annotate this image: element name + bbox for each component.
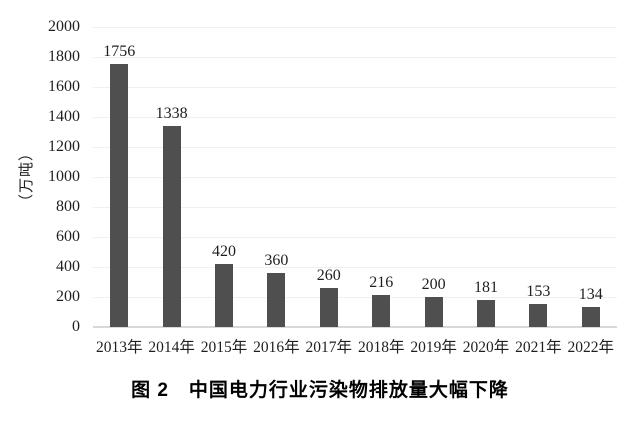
data-label: 200 — [421, 276, 446, 293]
bar-2013年 — [110, 63, 129, 327]
y-tick-label: 200 — [56, 288, 80, 305]
bar-2014年 — [162, 126, 181, 327]
x-tick-label: 2018年 — [357, 339, 405, 356]
y-tick-label: 400 — [56, 258, 80, 275]
bar-2021年 — [529, 304, 548, 327]
data-label: 260 — [316, 267, 341, 284]
gridline — [93, 207, 617, 208]
bar-2022年 — [581, 306, 600, 327]
x-tick-label: 2021年 — [515, 339, 562, 356]
y-tick-label: 600 — [56, 228, 80, 245]
bar-2016年 — [267, 273, 286, 327]
y-tick-label: 1200 — [48, 138, 80, 155]
y-tick-label: 1000 — [48, 168, 80, 185]
y-tick-label: 2000 — [48, 18, 80, 35]
bar-2018年 — [372, 294, 391, 327]
gridline — [93, 117, 617, 118]
data-label: 420 — [212, 243, 236, 260]
x-tick-label: 2013年 — [95, 339, 143, 356]
gridline — [93, 147, 617, 148]
gridline — [93, 177, 617, 178]
x-tick-label: 2022年 — [567, 339, 615, 356]
gridline — [93, 267, 617, 268]
bar-2020年 — [477, 299, 495, 327]
x-tick-label: 2014年 — [148, 339, 195, 356]
gridline — [93, 57, 617, 58]
data-label: 1756 — [103, 42, 136, 60]
bar-2019年 — [424, 297, 443, 327]
x-tick-label: 2020年 — [462, 339, 510, 356]
x-tick-label: 2016年 — [253, 339, 300, 356]
data-label: 181 — [474, 278, 498, 296]
y-tick-label: 1400 — [48, 108, 80, 125]
gridline — [93, 87, 617, 88]
data-label: 216 — [369, 273, 394, 291]
bar-2015年 — [215, 264, 233, 327]
data-label: 1338 — [155, 105, 188, 123]
gridline — [93, 237, 617, 238]
x-tick-label: 2017年 — [305, 339, 353, 356]
y-tick-label: 800 — [56, 198, 80, 215]
x-tick-label: 2015年 — [200, 339, 248, 356]
data-label: 134 — [578, 285, 603, 303]
x-tick-label: 2019年 — [410, 339, 457, 356]
data-label: 153 — [526, 283, 551, 301]
chart-caption: 图 2 中国电力行业污染物排放量大幅下降 — [131, 380, 509, 401]
plot-area: 1756 1338 420 360 260 216 200 181 153 134 — [93, 27, 617, 328]
data-label: 360 — [264, 252, 289, 269]
bar-2017年 — [319, 288, 338, 327]
y-tick-label: 0 — [72, 318, 80, 335]
gridline — [93, 27, 617, 28]
y-tick-label: 1600 — [48, 78, 80, 95]
y-tick-label: 1800 — [48, 48, 80, 65]
gridline — [93, 297, 617, 298]
x-axis-line — [93, 326, 617, 328]
